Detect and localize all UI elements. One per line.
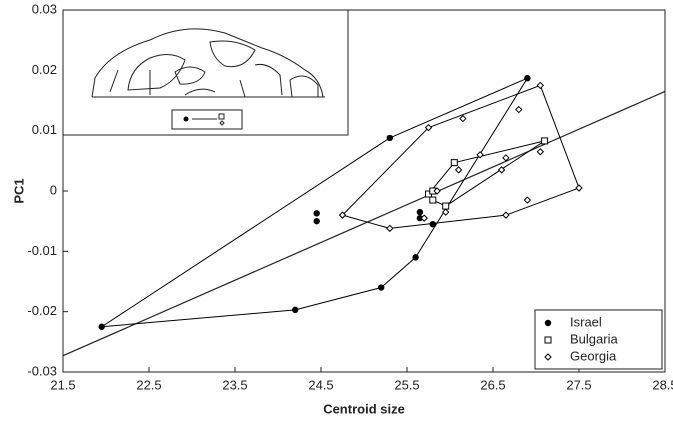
- x-tick-label: 27.5: [566, 377, 591, 392]
- point: [443, 209, 449, 215]
- point: [430, 221, 436, 227]
- inset: [63, 10, 348, 135]
- inset-dot: [184, 117, 189, 122]
- point: [537, 149, 543, 155]
- point: [99, 324, 105, 330]
- point: [387, 225, 393, 231]
- point: [314, 218, 320, 224]
- legend: Israel Bulgaria Georgia: [535, 310, 662, 369]
- point: [524, 75, 530, 81]
- point: [503, 212, 509, 218]
- x-tick-label: 24.5: [308, 377, 333, 392]
- y-tick-label: 0.01: [32, 122, 57, 137]
- legend-marker: [545, 320, 551, 326]
- y-tick-label: -0.02: [27, 303, 57, 318]
- point: [456, 167, 462, 173]
- y-tick-label: -0.03: [27, 363, 57, 378]
- point: [460, 116, 466, 122]
- point: [314, 210, 320, 216]
- point: [430, 197, 436, 203]
- legend-label: Israel: [570, 314, 602, 329]
- point: [292, 307, 298, 313]
- x-tick-label: 28.5: [652, 377, 673, 392]
- point: [378, 284, 384, 290]
- x-tick-label: 21.5: [50, 377, 75, 392]
- point: [542, 138, 548, 144]
- y-tick-label: 0.03: [32, 1, 57, 16]
- y-axis-title: PC1: [11, 178, 26, 203]
- x-tick-label: 22.5: [136, 377, 161, 392]
- y-tick-label: -0.01: [27, 243, 57, 258]
- x-axis-title: Centroid size: [323, 401, 405, 416]
- point: [537, 82, 543, 88]
- point: [524, 197, 530, 203]
- hull: [429, 141, 545, 206]
- x-tick-label: 23.5: [222, 377, 247, 392]
- point: [576, 185, 582, 191]
- point: [516, 107, 522, 113]
- point: [443, 203, 449, 209]
- legend-marker: [545, 337, 551, 343]
- point: [387, 135, 393, 141]
- point: [417, 209, 423, 215]
- inset-square: [219, 114, 224, 119]
- point: [451, 160, 457, 166]
- y-tick-label: 0: [50, 182, 57, 197]
- x-tick-label: 25.5: [394, 377, 419, 392]
- chart: Centroid size PC1 IsraelBulgariaGeorgia …: [0, 0, 673, 421]
- x-tick-label: 26.5: [480, 377, 505, 392]
- legend-label: Georgia: [570, 348, 617, 363]
- legend-label: Bulgaria: [570, 331, 618, 346]
- point: [412, 254, 418, 260]
- y-tick-label: 0.02: [32, 62, 57, 77]
